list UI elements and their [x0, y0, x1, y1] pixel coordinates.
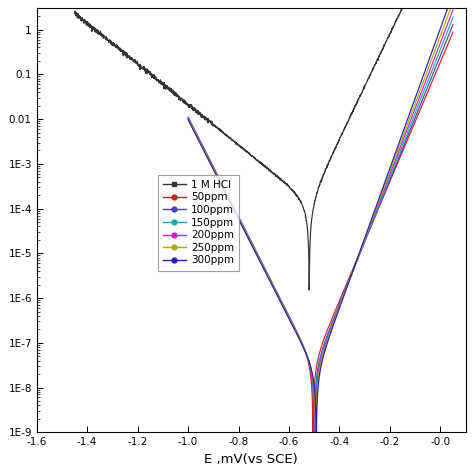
200ppm: [443, 27, 448, 32]
Line: 300ppm: 300ppm: [188, 0, 453, 442]
50ppm: [185, 114, 191, 120]
200ppm: [312, 447, 318, 453]
250ppm: [199, 143, 204, 148]
100ppm: [217, 177, 223, 183]
150ppm: [443, 34, 448, 39]
1 M HCl: [246, 151, 251, 156]
X-axis label: E ,mV(vs SCE): E ,mV(vs SCE): [204, 453, 298, 465]
50ppm: [394, 162, 400, 168]
100ppm: [185, 115, 191, 120]
Line: 150ppm: 150ppm: [188, 17, 453, 459]
100ppm: [282, 304, 287, 310]
300ppm: [217, 180, 223, 185]
300ppm: [321, 353, 327, 358]
Line: 100ppm: 100ppm: [188, 25, 453, 436]
300ppm: [383, 178, 388, 184]
150ppm: [394, 157, 400, 163]
250ppm: [314, 390, 320, 396]
Line: 250ppm: 250ppm: [188, 2, 453, 459]
1 M HCl: [256, 158, 262, 164]
1 M HCl: [370, 66, 375, 72]
100ppm: [383, 188, 388, 194]
1 M HCl: [306, 287, 312, 293]
200ppm: [199, 142, 204, 148]
150ppm: [314, 376, 320, 382]
Legend: 1 M HCl, 50ppm, 100ppm, 150ppm, 200ppm, 250ppm, 300ppm: 1 M HCl, 50ppm, 100ppm, 150ppm, 200ppm, …: [158, 174, 239, 271]
150ppm: [312, 456, 318, 462]
50ppm: [199, 141, 204, 146]
250ppm: [185, 116, 191, 122]
100ppm: [321, 343, 327, 349]
100ppm: [224, 191, 229, 197]
150ppm: [307, 363, 313, 368]
200ppm: [450, 7, 456, 13]
Line: 50ppm: 50ppm: [188, 32, 453, 450]
150ppm: [199, 142, 204, 147]
200ppm: [307, 362, 313, 368]
250ppm: [443, 19, 448, 25]
300ppm: [339, 298, 345, 303]
300ppm: [185, 117, 191, 122]
100ppm: [339, 295, 345, 301]
250ppm: [307, 362, 313, 367]
300ppm: [282, 306, 287, 312]
250ppm: [394, 150, 400, 155]
50ppm: [450, 29, 456, 35]
200ppm: [185, 116, 191, 121]
1 M HCl: [91, 25, 97, 31]
1 M HCl: [72, 11, 77, 17]
200ppm: [394, 154, 400, 159]
50ppm: [443, 47, 448, 53]
150ppm: [450, 14, 456, 20]
150ppm: [443, 34, 448, 40]
200ppm: [314, 382, 320, 388]
200ppm: [443, 27, 448, 33]
250ppm: [450, 0, 456, 5]
250ppm: [443, 19, 448, 25]
Line: 200ppm: 200ppm: [188, 10, 453, 450]
50ppm: [310, 447, 316, 453]
100ppm: [311, 433, 317, 439]
50ppm: [314, 361, 320, 366]
Line: 1 M HCl: 1 M HCl: [74, 0, 453, 290]
300ppm: [314, 439, 319, 445]
100ppm: [450, 22, 456, 27]
150ppm: [185, 115, 191, 121]
250ppm: [313, 456, 319, 462]
50ppm: [443, 47, 448, 53]
300ppm: [224, 193, 229, 199]
50ppm: [307, 368, 313, 374]
